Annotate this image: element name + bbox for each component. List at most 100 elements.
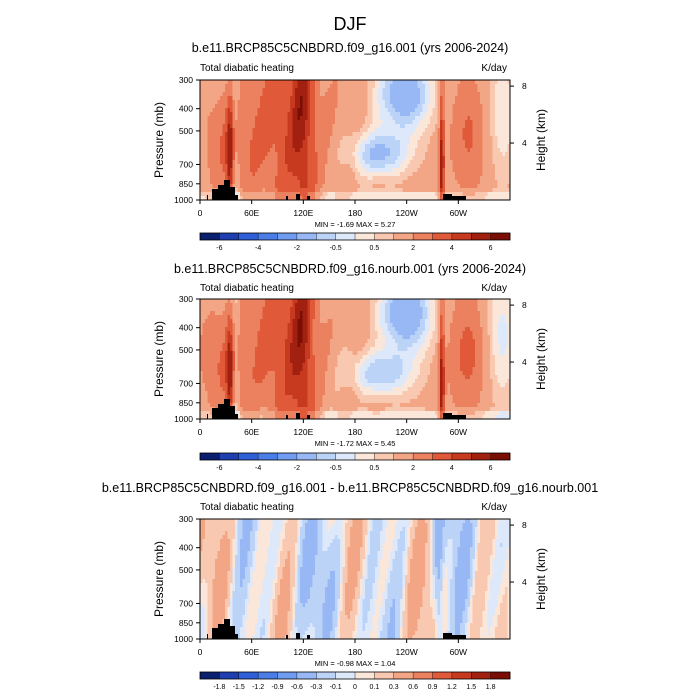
heatmap-cell: [262, 323, 266, 328]
heatmap-cell: [395, 319, 398, 324]
heatmap-cell: [205, 168, 208, 173]
heatmap-cell: [460, 148, 463, 153]
heatmap-cell: [312, 335, 316, 340]
heatmap-cell: [297, 88, 301, 93]
heatmap-cell: [337, 156, 341, 161]
heatmap-cell: [242, 112, 246, 117]
heatmap-cell: [287, 136, 291, 141]
heatmap-cell: [305, 128, 308, 133]
heatmap-cell: [372, 164, 376, 169]
heatmap-cell: [207, 180, 211, 185]
heatmap-cell: [430, 108, 433, 113]
heatmap-cell: [287, 156, 291, 161]
heatmap-cell: [202, 120, 206, 125]
heatmap-cell: [470, 168, 473, 173]
heatmap-cell: [457, 100, 461, 105]
heatmap-cell: [350, 180, 353, 185]
heatmap-cell: [297, 172, 301, 177]
heatmap-cell: [502, 303, 506, 308]
heatmap-cell: [257, 88, 261, 93]
heatmap-cell: [450, 140, 453, 145]
heatmap-cell: [340, 100, 343, 105]
heatmap-cell: [257, 108, 261, 113]
heatmap-cell: [435, 156, 438, 161]
heatmap-cell: [310, 112, 313, 117]
heatmap-cell: [330, 144, 333, 149]
heatmap-cell: [465, 168, 468, 173]
heatmap-cell: [395, 196, 398, 201]
heatmap-cell: [375, 92, 378, 97]
heatmap-cell: [385, 299, 388, 304]
heatmap-cell: [222, 140, 226, 145]
heatmap-cell: [372, 144, 376, 149]
heatmap-cell: [295, 100, 298, 105]
heatmap-cell: [372, 116, 376, 121]
heatmap-cell: [302, 152, 306, 157]
heatmap-cell: [392, 323, 396, 328]
heatmap-cell: [480, 192, 483, 197]
heatmap-cell: [322, 184, 326, 189]
heatmap-cell: [310, 311, 313, 316]
heatmap-cell: [245, 335, 248, 340]
heatmap-cell: [355, 299, 358, 304]
heatmap-cell: [287, 108, 291, 113]
heatmap-cell: [507, 124, 511, 129]
heatmap-cell: [250, 299, 253, 304]
topography-block: [443, 194, 452, 200]
heatmap-cell: [232, 88, 236, 93]
heatmap-cell: [210, 184, 213, 189]
heatmap-cell: [337, 311, 341, 316]
heatmap-cell: [465, 116, 468, 121]
heatmap-cell: [475, 104, 478, 109]
heatmap-cell: [345, 192, 348, 197]
heatmap-cell: [385, 152, 388, 157]
heatmap-cell: [427, 327, 431, 332]
heatmap-cell: [325, 160, 328, 165]
heatmap-cell: [392, 96, 396, 101]
topography-block: [224, 180, 230, 200]
heatmap-cell: [417, 184, 421, 189]
heatmap-cell: [265, 156, 268, 161]
heatmap-cell: [467, 315, 471, 320]
heatmap-cell: [202, 96, 206, 101]
heatmap-cell: [490, 152, 493, 157]
heatmap-cell: [305, 192, 308, 197]
heatmap-cell: [395, 152, 398, 157]
heatmap-cell: [442, 152, 446, 157]
heatmap-cell: [220, 299, 223, 304]
heatmap-cell: [287, 180, 291, 185]
heatmap-cell: [230, 315, 233, 320]
heatmap-cell: [237, 80, 241, 85]
heatmap-cell: [395, 172, 398, 177]
heatmap-cell: [465, 156, 468, 161]
heatmap-cell: [332, 100, 336, 105]
heatmap-cell: [332, 192, 336, 197]
heatmap-cell: [410, 124, 413, 129]
heatmap-cell: [282, 100, 286, 105]
heatmap-cell: [232, 148, 236, 153]
heatmap-cell: [312, 112, 316, 117]
heatmap-cell: [247, 331, 251, 336]
heatmap-cell: [267, 152, 271, 157]
heatmap-cell: [360, 120, 363, 125]
heatmap-cell: [245, 188, 248, 193]
heatmap-cell: [497, 164, 501, 169]
heatmap-cell: [440, 96, 443, 101]
heatmap-cell: [260, 172, 263, 177]
heatmap-cell: [420, 160, 423, 165]
heatmap-cell: [322, 168, 326, 173]
heatmap-cell: [210, 192, 213, 197]
heatmap-cell: [335, 96, 338, 101]
heatmap-cell: [295, 176, 298, 181]
heatmap-cell: [227, 335, 231, 340]
heatmap-cell: [340, 132, 343, 137]
heatmap-cell: [357, 112, 361, 117]
heatmap-cell: [285, 327, 288, 332]
heatmap-cell: [242, 196, 246, 201]
heatmap-cell: [210, 327, 213, 332]
heatmap-cell: [230, 176, 233, 181]
heatmap-cell: [345, 92, 348, 97]
heatmap-cell: [337, 120, 341, 125]
heatmap-cell: [490, 148, 493, 153]
heatmap-cell: [295, 303, 298, 308]
